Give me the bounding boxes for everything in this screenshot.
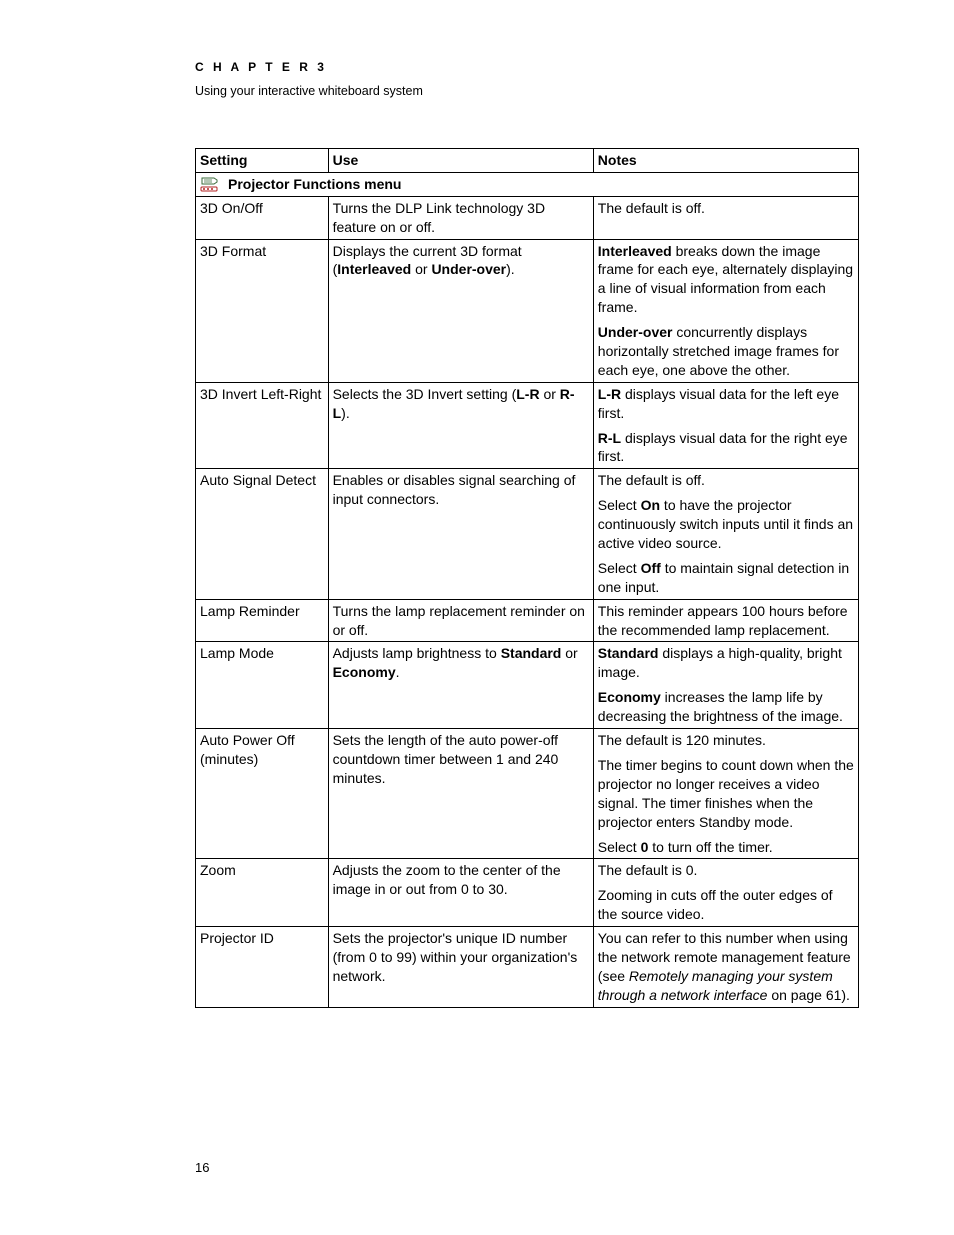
cell-use: Adjusts lamp brightness to Standard or E… <box>328 642 593 729</box>
cell-notes: You can refer to this number when using … <box>593 927 858 1008</box>
table-row: Auto Power Off (minutes)Sets the length … <box>196 729 859 859</box>
header-setting: Setting <box>196 149 329 173</box>
cell-notes: The default is off. <box>593 196 858 239</box>
notes-paragraph: Select 0 to turn off the timer. <box>598 838 854 857</box>
page-number: 16 <box>195 1160 209 1175</box>
cell-use: Displays the current 3D format (Interlea… <box>328 239 593 382</box>
notes-paragraph: The default is off. <box>598 199 854 218</box>
cell-use: Adjusts the zoom to the center of the im… <box>328 859 593 927</box>
table-row: 3D FormatDisplays the current 3D format … <box>196 239 859 382</box>
notes-paragraph: This reminder appears 100 hours before t… <box>598 602 854 640</box>
section-row: Projector Functions menu <box>196 172 859 196</box>
table-row: Lamp ModeAdjusts lamp brightness to Stan… <box>196 642 859 729</box>
cell-setting: 3D On/Off <box>196 196 329 239</box>
cell-notes: The default is 120 minutes. The timer beg… <box>593 729 858 859</box>
cell-notes: The default is off. Select On to have the… <box>593 469 858 599</box>
cell-setting: Zoom <box>196 859 329 927</box>
notes-paragraph: The default is 0. <box>598 861 854 880</box>
cell-setting: Projector ID <box>196 927 329 1008</box>
table-row: Auto Signal DetectEnables or disables si… <box>196 469 859 599</box>
notes-paragraph: L-R displays visual data for the left ey… <box>598 385 854 423</box>
table-header-row: Setting Use Notes <box>196 149 859 173</box>
cell-notes: Standard displays a high-quality, bright… <box>593 642 858 729</box>
notes-paragraph: Interleaved breaks down the image frame … <box>598 242 854 318</box>
projector-menu-icon <box>200 175 220 193</box>
cell-use: Sets the length of the auto power-off co… <box>328 729 593 859</box>
chapter-heading: C H A P T E R 3 <box>195 60 859 74</box>
notes-paragraph: You can refer to this number when using … <box>598 929 854 1005</box>
notes-paragraph: Under-over concurrently displays horizon… <box>598 323 854 380</box>
cell-use: Sets the projector's unique ID number (f… <box>328 927 593 1008</box>
cell-use: Selects the 3D Invert setting (L-R or R-… <box>328 382 593 469</box>
cell-setting: 3D Invert Left-Right <box>196 382 329 469</box>
cell-notes: The default is 0. Zooming in cuts off the… <box>593 859 858 927</box>
cell-notes: This reminder appears 100 hours before t… <box>593 599 858 642</box>
notes-paragraph: Economy increases the lamp life by decre… <box>598 688 854 726</box>
notes-paragraph: R-L displays visual data for the right e… <box>598 429 854 467</box>
cell-setting: Auto Signal Detect <box>196 469 329 599</box>
table-row: 3D Invert Left-RightSelects the 3D Inver… <box>196 382 859 469</box>
cell-use: Turns the lamp replacement reminder on o… <box>328 599 593 642</box>
notes-paragraph: The timer begins to count down when the … <box>598 756 854 832</box>
cell-use: Enables or disables signal searching of … <box>328 469 593 599</box>
table-row: ZoomAdjusts the zoom to the center of th… <box>196 859 859 927</box>
notes-paragraph: The default is off. <box>598 471 854 490</box>
header-notes: Notes <box>593 149 858 173</box>
settings-table: Setting Use Notes <box>195 148 859 1008</box>
chapter-subtitle: Using your interactive whiteboard system <box>195 84 859 98</box>
cell-setting: Lamp Reminder <box>196 599 329 642</box>
cell-setting: 3D Format <box>196 239 329 382</box>
cell-notes: Interleaved breaks down the image frame … <box>593 239 858 382</box>
notes-paragraph: Select On to have the projector continuo… <box>598 496 854 553</box>
notes-paragraph: The default is 120 minutes. <box>598 731 854 750</box>
cell-notes: L-R displays visual data for the left ey… <box>593 382 858 469</box>
table-row: Projector IDSets the projector's unique … <box>196 927 859 1008</box>
table-row: Lamp ReminderTurns the lamp replacement … <box>196 599 859 642</box>
table-row: 3D On/OffTurns the DLP Link technology 3… <box>196 196 859 239</box>
cell-setting: Lamp Mode <box>196 642 329 729</box>
cell-use: Turns the DLP Link technology 3D feature… <box>328 196 593 239</box>
header-use: Use <box>328 149 593 173</box>
notes-paragraph: Zooming in cuts off the outer edges of t… <box>598 886 854 924</box>
cell-setting: Auto Power Off (minutes) <box>196 729 329 859</box>
notes-paragraph: Select Off to maintain signal detection … <box>598 559 854 597</box>
notes-paragraph: Standard displays a high-quality, bright… <box>598 644 854 682</box>
section-title: Projector Functions menu <box>228 175 401 194</box>
